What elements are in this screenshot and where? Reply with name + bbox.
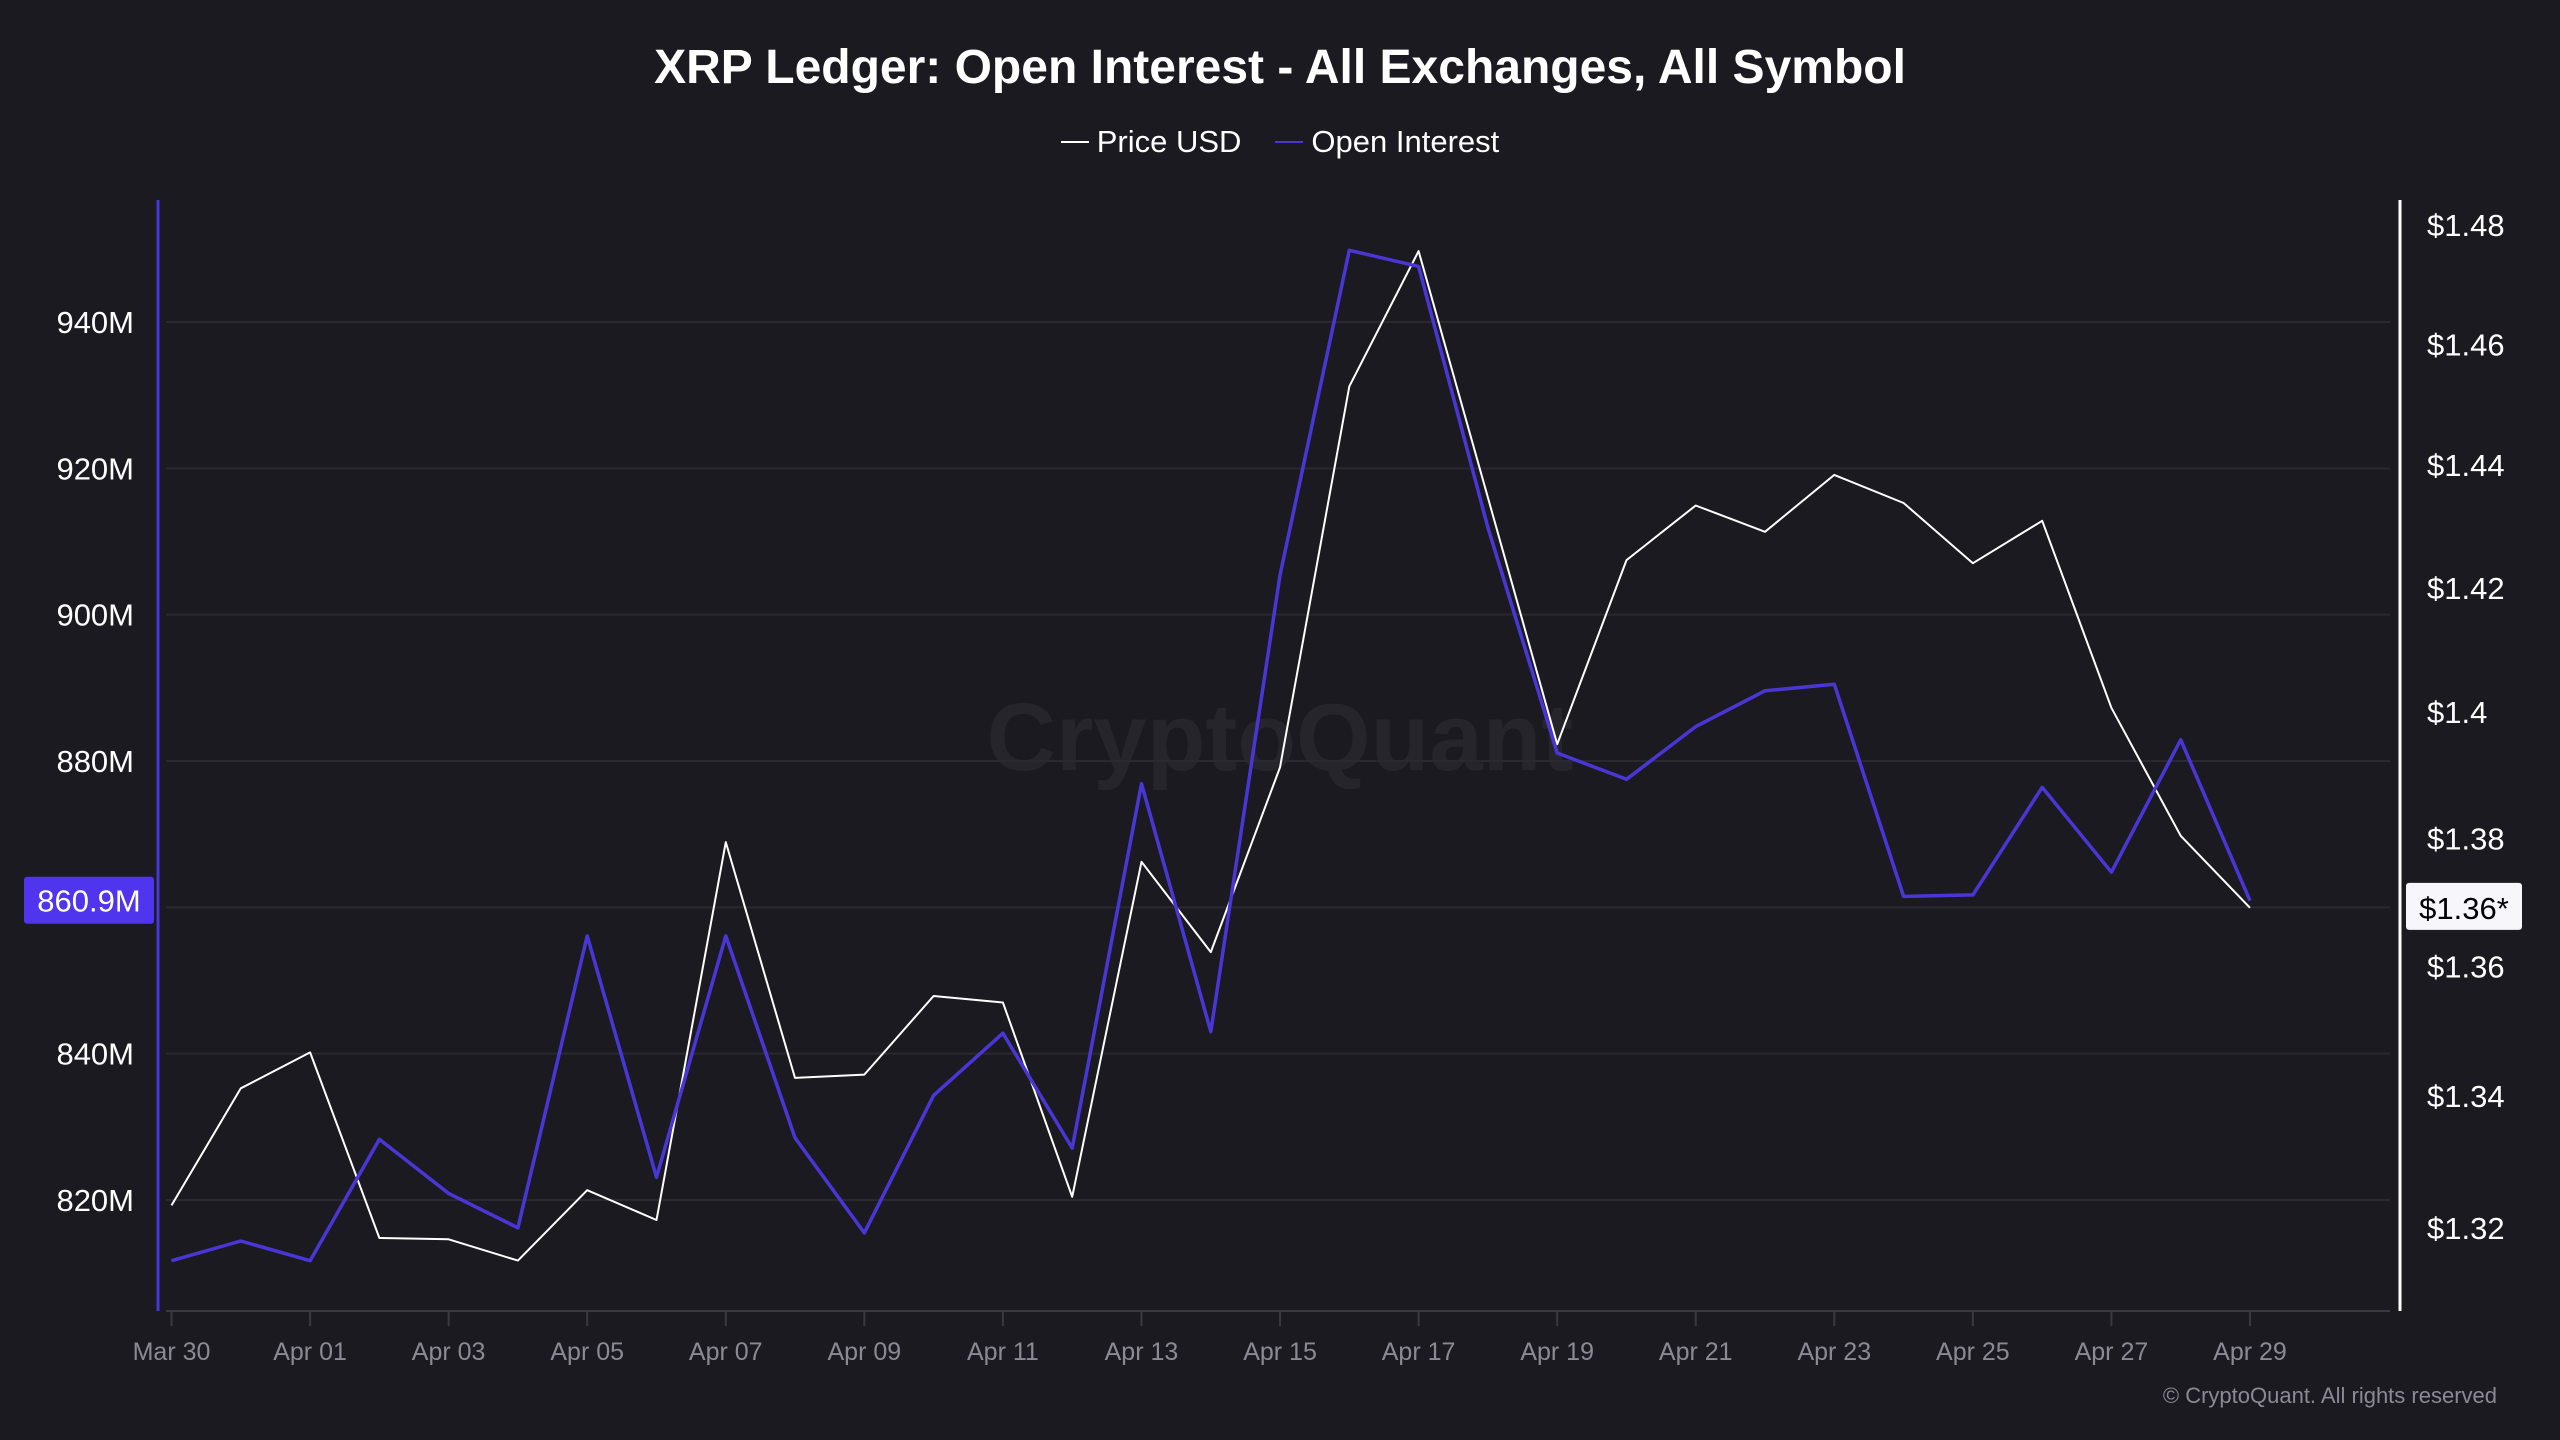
x-tick-label: Apr 03 bbox=[412, 1338, 486, 1366]
legend-item-open-interest[interactable]: Open Interest bbox=[1275, 124, 1499, 160]
x-tick-label: Apr 27 bbox=[2075, 1338, 2149, 1366]
x-tick-label: Apr 07 bbox=[689, 1338, 763, 1366]
x-tick-label: Mar 30 bbox=[133, 1338, 211, 1366]
current-price-badge bbox=[2406, 882, 2522, 930]
current-open-interest-badge bbox=[24, 876, 154, 924]
legend: Price USD Open Interest bbox=[0, 124, 2560, 160]
x-tick-label: Apr 29 bbox=[2213, 1338, 2287, 1366]
y-left-tick-label: 900M bbox=[56, 598, 134, 633]
y-right-tick-label: $1.32 bbox=[2427, 1211, 2505, 1246]
y-left-tick-label: 880M bbox=[56, 744, 134, 779]
x-tick-label: Apr 09 bbox=[827, 1338, 901, 1366]
x-tick-label: Apr 11 bbox=[967, 1338, 1039, 1366]
y-right-tick-label: $1.38 bbox=[2427, 821, 2505, 856]
legend-swatch-open-interest bbox=[1275, 141, 1304, 143]
y-left-tick-label: 820M bbox=[56, 1183, 134, 1218]
y-left-tick-label: 840M bbox=[56, 1037, 134, 1072]
y-right-tick-label: $1.42 bbox=[2427, 571, 2505, 606]
x-tick-label: Apr 01 bbox=[273, 1338, 347, 1366]
chart-title: XRP Ledger: Open Interest - All Exchange… bbox=[654, 41, 1906, 94]
y-left-tick-label: 940M bbox=[56, 305, 134, 340]
x-tick-label: Apr 21 bbox=[1659, 1338, 1733, 1366]
legend-swatch-price bbox=[1060, 141, 1089, 143]
copyright: © CryptoQuant. All rights reserved bbox=[2162, 1383, 2497, 1408]
legend-label-open-interest: Open Interest bbox=[1311, 124, 1500, 159]
x-tick-label: Apr 13 bbox=[1105, 1338, 1179, 1366]
legend-label-price: Price USD bbox=[1096, 124, 1242, 159]
x-tick-label: Apr 25 bbox=[1936, 1338, 2010, 1366]
y-right-tick-label: $1.46 bbox=[2427, 327, 2505, 362]
y-left-tick-label: 920M bbox=[56, 451, 134, 486]
current-open-interest-label: 860.9M bbox=[37, 884, 140, 919]
legend-item-price[interactable]: Price USD bbox=[1060, 124, 1242, 160]
x-tick-label: Apr 23 bbox=[1797, 1338, 1871, 1366]
current-price-label: $1.36* bbox=[2419, 891, 2509, 926]
y-right-tick-label: $1.34 bbox=[2427, 1079, 2505, 1114]
y-right-tick-label: $1.4 bbox=[2427, 695, 2487, 730]
x-tick-label: Apr 15 bbox=[1243, 1338, 1317, 1366]
y-right-tick-label: $1.36 bbox=[2427, 949, 2505, 984]
x-tick-label: Apr 05 bbox=[550, 1338, 624, 1366]
watermark: CryptoQuant bbox=[987, 684, 1574, 791]
x-tick-label: Apr 19 bbox=[1520, 1338, 1594, 1366]
x-tick-label: Apr 17 bbox=[1382, 1338, 1456, 1366]
y-right-tick-label: $1.44 bbox=[2427, 448, 2505, 483]
y-right-tick-label: $1.48 bbox=[2427, 208, 2505, 243]
